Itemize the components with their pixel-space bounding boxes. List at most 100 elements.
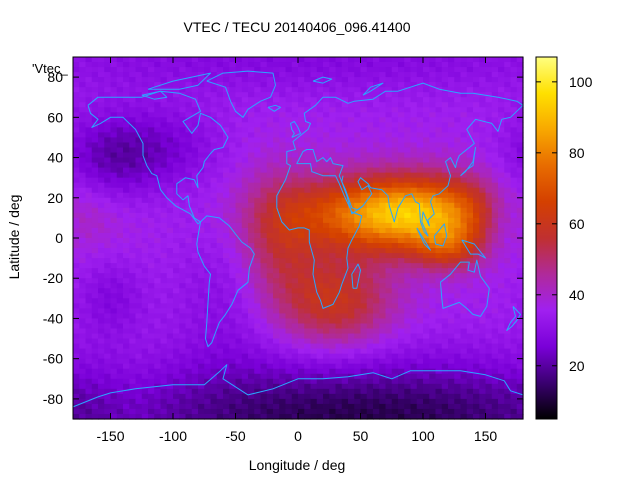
heatmap-cell	[141, 232, 149, 239]
heatmap-cell	[379, 122, 387, 128]
heatmap-cell	[348, 77, 355, 83]
heatmap-cell	[335, 258, 343, 264]
heatmap-cell	[285, 162, 293, 169]
heatmap-cell	[329, 373, 337, 380]
heatmap-cell	[160, 318, 168, 325]
heatmap-cell	[110, 273, 118, 279]
heatmap-cell	[410, 62, 418, 68]
heatmap-cell	[498, 87, 505, 93]
heatmap-cell	[391, 298, 399, 304]
heatmap-cell	[191, 137, 199, 144]
heatmap-cell	[360, 157, 368, 164]
heatmap-cell	[335, 87, 343, 93]
heatmap-cell	[198, 328, 205, 335]
heatmap-cell	[416, 318, 424, 325]
heatmap-cell	[441, 383, 449, 390]
heatmap-cell	[229, 212, 237, 219]
heatmap-cell	[160, 393, 168, 400]
heatmap-cell	[216, 378, 224, 385]
heatmap-cell	[198, 358, 205, 365]
heatmap-cell	[266, 122, 274, 128]
heatmap-cell	[160, 182, 168, 189]
heatmap-cell	[335, 137, 343, 144]
heatmap-cell	[254, 217, 262, 224]
heatmap-cell	[354, 92, 362, 98]
heatmap-cell	[435, 273, 443, 279]
heatmap-cell	[73, 338, 80, 345]
heatmap-cell	[110, 303, 118, 309]
heatmap-cell	[191, 67, 199, 73]
heatmap-cell	[248, 243, 255, 249]
heatmap-cell	[198, 62, 205, 68]
heatmap-cell	[179, 137, 187, 144]
heatmap-cell	[466, 147, 474, 154]
heatmap-cell	[329, 273, 337, 279]
heatmap-cell	[216, 87, 224, 93]
heatmap-cell	[123, 102, 130, 108]
heatmap-cell	[510, 348, 518, 355]
heatmap-cell	[466, 137, 474, 144]
heatmap-cell	[104, 278, 112, 284]
heatmap-cell	[329, 77, 337, 83]
heatmap-cell	[266, 142, 274, 149]
heatmap-cell	[241, 107, 249, 113]
heatmap-cell	[73, 112, 80, 118]
heatmap-cell	[241, 82, 249, 88]
heatmap-cell	[479, 112, 487, 118]
heatmap-cell	[373, 87, 380, 93]
heatmap-cell	[441, 318, 449, 325]
heatmap-cell	[354, 343, 362, 350]
heatmap-cell	[373, 323, 380, 330]
heatmap-cell	[385, 212, 393, 219]
heatmap-cell	[185, 258, 193, 264]
heatmap-cell	[360, 202, 368, 209]
heatmap-cell	[135, 393, 143, 400]
heatmap-cell	[404, 343, 412, 350]
heatmap-cell	[148, 212, 155, 219]
heatmap-cell	[248, 172, 255, 179]
heatmap-cell	[454, 393, 462, 400]
heatmap-cell	[516, 187, 524, 194]
heatmap-cell	[373, 137, 380, 144]
heatmap-cell	[323, 388, 330, 395]
heatmap-cell	[73, 222, 80, 229]
heatmap-cell	[260, 132, 268, 139]
heatmap-cell	[73, 383, 80, 390]
heatmap-cell	[485, 92, 493, 98]
heatmap-cell	[79, 403, 87, 410]
heatmap-cell	[179, 378, 187, 385]
heatmap-cell	[123, 132, 130, 139]
heatmap-cell	[160, 263, 168, 269]
heatmap-cell	[116, 102, 124, 108]
heatmap-cell	[335, 308, 343, 315]
heatmap-cell	[166, 107, 174, 113]
heatmap-cell	[435, 57, 443, 63]
heatmap-cell	[423, 263, 430, 269]
heatmap-cell	[85, 112, 93, 118]
heatmap-cell	[98, 253, 105, 259]
heatmap-cell	[85, 363, 93, 370]
heatmap-cell	[229, 117, 237, 123]
heatmap-cell	[135, 172, 143, 179]
heatmap-cell	[504, 172, 512, 179]
heatmap-cell	[354, 398, 362, 405]
heatmap-cell	[198, 122, 205, 128]
heatmap-cell	[298, 117, 305, 123]
heatmap-cell	[298, 182, 305, 189]
heatmap-cell	[285, 343, 293, 350]
heatmap-cell	[304, 217, 312, 224]
heatmap-cell	[98, 268, 105, 274]
heatmap-cell	[510, 212, 518, 219]
heatmap-cell	[435, 232, 443, 239]
heatmap-cell	[385, 132, 393, 139]
heatmap-cell	[79, 162, 87, 169]
heatmap-cell	[285, 147, 293, 154]
heatmap-cell	[179, 232, 187, 239]
heatmap-cell	[491, 212, 499, 219]
heatmap-cell	[223, 227, 230, 234]
heatmap-cell	[191, 278, 199, 284]
heatmap-cell	[279, 177, 287, 184]
heatmap-cell	[385, 87, 393, 93]
heatmap-cell	[154, 378, 162, 385]
heatmap-cell	[185, 122, 193, 128]
